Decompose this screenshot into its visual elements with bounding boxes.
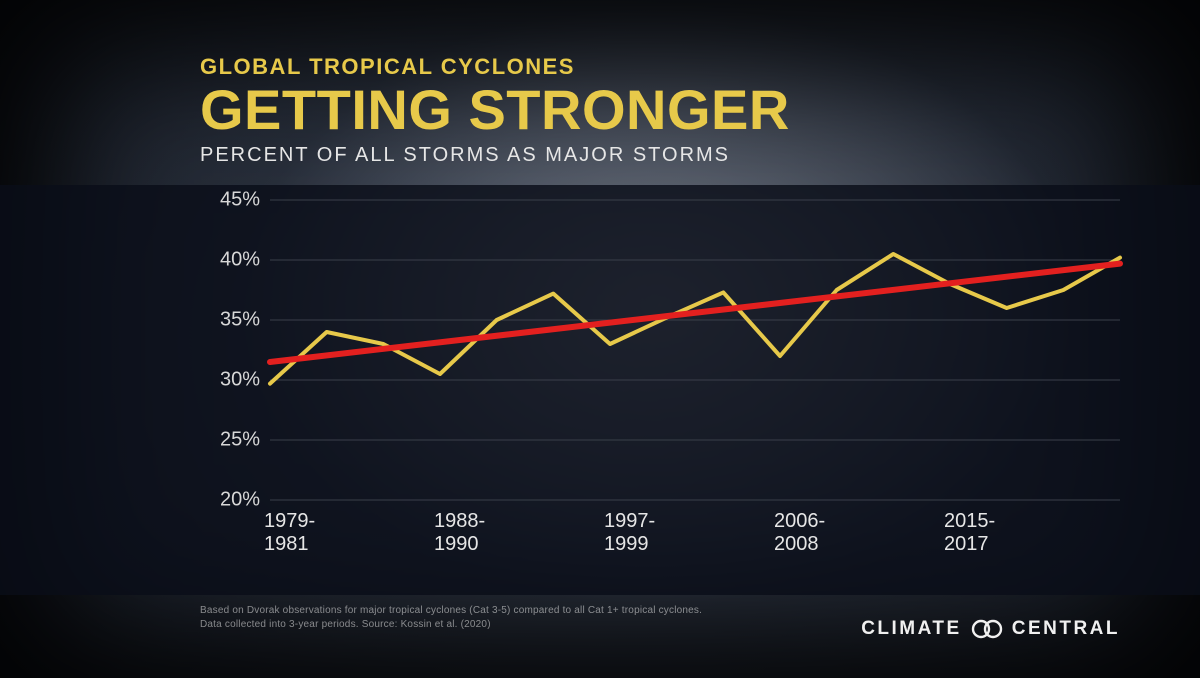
title: GETTING STRONGER — [200, 82, 790, 138]
brand-text-left: CLIMATE — [861, 618, 962, 640]
line-chart-svg — [270, 200, 1120, 500]
y-axis-tick-label: 35% — [200, 309, 260, 332]
footnote-text: Based on Dvorak observations for major t… — [200, 604, 720, 631]
chart-header: GLOBAL TROPICAL CYCLONES GETTING STRONGE… — [200, 54, 790, 167]
y-axis-tick-label: 45% — [200, 189, 260, 212]
x-axis-tick-label: 1997- 1999 — [604, 510, 655, 556]
brand-text-right: CENTRAL — [1012, 618, 1120, 640]
y-axis-tick-label: 40% — [200, 249, 260, 272]
x-axis-tick-label: 1988- 1990 — [434, 510, 485, 556]
pretitle: GLOBAL TROPICAL CYCLONES — [200, 54, 790, 80]
subtitle: PERCENT OF ALL STORMS AS MAJOR STORMS — [200, 144, 790, 167]
x-axis-tick-label: 2006- 2008 — [774, 510, 825, 556]
x-axis-tick-label: 1979- 1981 — [264, 510, 315, 556]
y-axis-tick-label: 20% — [200, 489, 260, 512]
x-axis-tick-label: 2015- 2017 — [944, 510, 995, 556]
chart-area: 20%25%30%35%40%45%1979- 19811988- 199019… — [200, 200, 1120, 530]
y-axis-tick-label: 25% — [200, 429, 260, 452]
y-axis-tick-label: 30% — [200, 369, 260, 392]
brand-logo-icon — [970, 619, 1004, 639]
brand-attribution: CLIMATE CENTRAL — [861, 618, 1120, 640]
